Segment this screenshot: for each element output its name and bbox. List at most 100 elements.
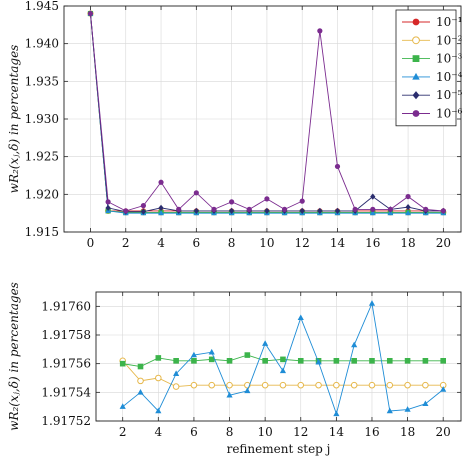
- data-point: [279, 381, 287, 389]
- data-point: [264, 196, 270, 202]
- x-tick-label: 6: [193, 236, 201, 250]
- data-point: [211, 206, 217, 212]
- data-point: [105, 199, 111, 205]
- data-point: [440, 208, 446, 214]
- data-point: [386, 358, 393, 364]
- chart-0: 0 2 4 6 8 10 12 14 16 18 20 1.915 1.920 1.925 1.930 1.9…: [7, 0, 463, 250]
- data-point: [352, 206, 358, 212]
- data-point: [158, 204, 164, 212]
- x-tick-label: 8: [228, 236, 236, 250]
- data-point: [229, 199, 235, 205]
- data-point: [190, 351, 198, 358]
- x-tick-label: 6: [190, 425, 198, 439]
- legend-label: 10⁻⁵: [436, 88, 463, 102]
- data-point: [387, 210, 394, 216]
- plot-frame: [95, 291, 462, 422]
- data-point: [173, 370, 180, 376]
- data-point: [405, 204, 411, 211]
- y-tick-label: 1.945: [25, 0, 59, 13]
- series-0: [119, 357, 447, 390]
- data-point: [119, 403, 126, 409]
- x-tick-label: 10: [258, 425, 273, 439]
- data-point: [193, 207, 199, 215]
- data-point: [281, 206, 288, 212]
- grid: [96, 292, 461, 422]
- data-point: [190, 381, 198, 389]
- legend-label: 10⁻⁶: [436, 107, 463, 121]
- data-point: [369, 210, 376, 216]
- y-tick-label: 1.91752: [41, 414, 91, 428]
- data-point: [226, 358, 233, 364]
- data-point: [333, 358, 340, 364]
- data-point: [208, 381, 216, 389]
- data-point: [264, 207, 270, 215]
- x-tick-label: 2: [119, 425, 127, 439]
- data-point: [140, 208, 146, 215]
- y-axis-label: wR₂(xⱼ,δ) in percentages: [7, 45, 21, 194]
- data-point: [262, 340, 269, 346]
- data-point: [87, 10, 94, 17]
- data-point: [244, 387, 251, 394]
- y-tick-label: 1.935: [25, 74, 59, 88]
- data-point: [191, 358, 197, 364]
- series-2: [119, 300, 447, 417]
- data-point: [351, 358, 357, 364]
- data-point: [333, 410, 340, 417]
- y-tick-label: 1.91760: [41, 299, 91, 313]
- x-tick-label: 0: [87, 236, 95, 250]
- x-tick-label: 18: [400, 236, 415, 250]
- x-tick-label: 4: [157, 236, 165, 250]
- data-point: [317, 207, 323, 215]
- y-tick-label: 1.91754: [41, 385, 91, 399]
- legend-box: [395, 9, 457, 127]
- data-point: [280, 356, 286, 363]
- data-point: [405, 193, 411, 200]
- data-point: [208, 348, 215, 355]
- x-tick-label: 4: [154, 425, 162, 439]
- data-point: [423, 206, 429, 212]
- legend-marker: [412, 18, 420, 26]
- data-point: [123, 208, 129, 214]
- legend-marker: [412, 72, 420, 80]
- legend-label: 10⁻¹: [436, 15, 462, 29]
- data-point: [137, 363, 144, 370]
- data-point: [351, 341, 358, 348]
- data-point: [105, 204, 111, 212]
- chart-1: 2 4 6 8 10 12 14 16 18 20 1.91752 1.91754 1.91756 1.9…: [7, 282, 462, 456]
- data-point: [370, 206, 376, 212]
- data-point: [386, 407, 393, 414]
- legend-marker: [412, 110, 420, 117]
- data-point: [422, 358, 429, 364]
- data-point: [262, 358, 268, 364]
- x-tick-label: 12: [293, 425, 308, 439]
- x-tick-label: 20: [436, 236, 451, 250]
- data-point: [155, 374, 162, 382]
- data-point: [315, 358, 322, 365]
- data-point: [208, 356, 215, 363]
- x-tick-label: 2: [122, 236, 130, 250]
- data-point: [137, 377, 144, 385]
- data-point: [279, 367, 287, 374]
- data-point: [387, 206, 394, 212]
- data-point: [140, 203, 146, 209]
- data-point: [176, 206, 182, 212]
- data-point: [158, 179, 164, 185]
- x-tick-label: 18: [400, 425, 415, 439]
- data-point: [422, 400, 429, 407]
- data-point: [440, 358, 446, 364]
- data-point: [370, 193, 376, 200]
- data-point: [334, 207, 341, 215]
- data-point: [173, 358, 179, 364]
- y-tick-label: 1.930: [25, 112, 59, 126]
- y-tick-label: 1.915: [25, 225, 59, 239]
- data-point: [386, 381, 394, 389]
- data-point: [226, 381, 233, 389]
- data-point: [261, 381, 269, 389]
- data-point: [315, 381, 322, 389]
- data-point: [155, 407, 162, 414]
- legend: 10⁻¹ 10⁻² 10⁻³ 10⁻⁴ 10⁻⁵ 10⁻⁶: [395, 9, 463, 127]
- legend-label: 10⁻³: [436, 52, 463, 66]
- data-point: [297, 358, 304, 364]
- data-point: [404, 406, 411, 412]
